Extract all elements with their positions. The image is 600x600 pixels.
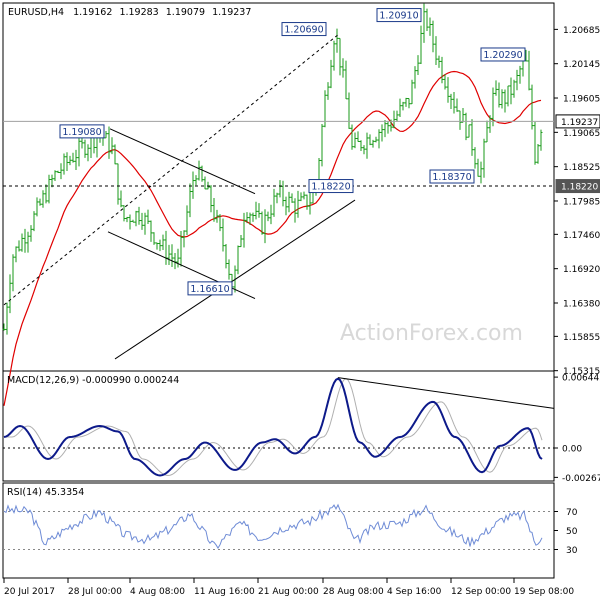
macd-main-line: [3, 377, 543, 477]
falling-channel-upper-line: [109, 128, 256, 195]
moving-average-path: [3, 70, 542, 406]
price-tick-label: 1.17985: [563, 197, 600, 207]
time-tick-label: 20 Jul 2017: [4, 587, 55, 597]
rising-channel-support-line: [114, 199, 356, 360]
macd-axis: 0.006445 0.00 -0.00267: [554, 374, 600, 484]
rsi-tick-label: 50: [566, 527, 578, 537]
annotation-box: [429, 169, 475, 184]
time-tick-label: 12 Sep 00:00: [451, 587, 511, 597]
annotation-label: 1.19080: [62, 127, 101, 138]
time-tick-label: 19 Sep 08:00: [514, 587, 574, 597]
rising-channel-dashed-line: [3, 34, 339, 306]
price-tick-label: 1.18525: [563, 163, 600, 173]
annotation-label: 1.16610: [190, 284, 229, 295]
price-tick-label: 1.19065: [563, 129, 600, 139]
price-bars: [2, 3, 543, 335]
price-annotations: 1.19080 1.16610 1.18220 1.20690 1.20910 1.202…: [59, 8, 526, 296]
price-axis: 1.20685 1.20145 1.19605 1.19065 1.18525 1.179…: [554, 26, 600, 377]
price-chart-title: EURUSD,H4 1.19162 1.19283 1.19079 1.1923…: [8, 7, 251, 18]
price-tick-label: 1.19605: [563, 95, 600, 105]
rsi-path: [3, 503, 543, 549]
ohlc-open: 1.19162: [73, 7, 112, 18]
rsi-panel-frame: [2, 482, 555, 579]
macd-tick-label: -0.00267: [562, 474, 600, 484]
macd-tick-label: 0.00: [562, 445, 582, 455]
ohlc-low: 1.19079: [166, 7, 205, 18]
price-tick-label: 1.15315: [563, 367, 600, 377]
annotation-box: [187, 281, 233, 296]
symbol-label: EURUSD,H4: [8, 7, 64, 18]
rsi-tick-label: 30: [566, 546, 578, 556]
current-price-box: [555, 114, 600, 129]
time-tick-label: 21 Aug 00:00: [258, 587, 319, 597]
annotation-box: [59, 124, 105, 139]
macd-signal-line: [4, 378, 543, 477]
time-axis: 20 Jul 2017 28 Jul 00:00 4 Aug 08:00 11 Aug…: [3, 578, 574, 597]
ohlc-high: 1.19283: [119, 7, 158, 18]
macd-trend-line: [337, 377, 555, 409]
support-price-label: 1.18220: [561, 183, 598, 193]
annotation-box: [308, 179, 354, 194]
moving-average-line: [3, 70, 542, 406]
annotation-label: 1.20290: [483, 50, 522, 61]
rsi-line: [3, 503, 554, 550]
time-tick-label: 28 Jul 00:00: [68, 587, 122, 597]
macd-panel-frame: [2, 370, 555, 482]
price-tick-label: 1.15855: [563, 333, 600, 343]
price-panel-frame: [2, 2, 555, 372]
rsi-axis: 70 30 50: [554, 508, 578, 556]
time-tick-label: 28 Aug 08:00: [323, 587, 384, 597]
trend-lines: [3, 34, 554, 360]
macd-lines: [3, 377, 555, 477]
support-price-box: [555, 179, 600, 194]
rsi-title: RSI(14) 45.3354: [7, 487, 84, 498]
annotation-label: 1.18370: [432, 172, 471, 183]
time-tick-label: 4 Sep 16:00: [387, 587, 442, 597]
price-tick-label: 1.16380: [563, 299, 600, 309]
annotation-box: [480, 47, 526, 62]
macd-tick-label: 0.006445: [562, 374, 600, 384]
watermark-text: ActionForex.com: [340, 321, 523, 346]
annotation-box: [376, 8, 422, 23]
annotation-label: 1.20690: [284, 25, 323, 36]
time-tick-label: 4 Aug 08:00: [130, 587, 185, 597]
annotation-label: 1.20910: [379, 11, 418, 22]
ohlc-close: 1.19237: [212, 7, 251, 18]
time-tick-label: 11 Aug 16:00: [194, 587, 255, 597]
annotation-box: [281, 22, 327, 37]
price-tick-label: 1.16920: [563, 265, 600, 275]
current-price-label: 1.19237: [561, 118, 598, 128]
rsi-tick-label: 70: [566, 508, 578, 518]
price-tick-label: 1.17460: [563, 231, 600, 241]
price-tick-label: 1.20145: [563, 60, 600, 70]
macd-title: MACD(12,26,9) -0.000990 0.000244: [7, 375, 179, 386]
price-tick-label: 1.20685: [563, 26, 600, 36]
annotation-label: 1.18220: [311, 182, 350, 193]
